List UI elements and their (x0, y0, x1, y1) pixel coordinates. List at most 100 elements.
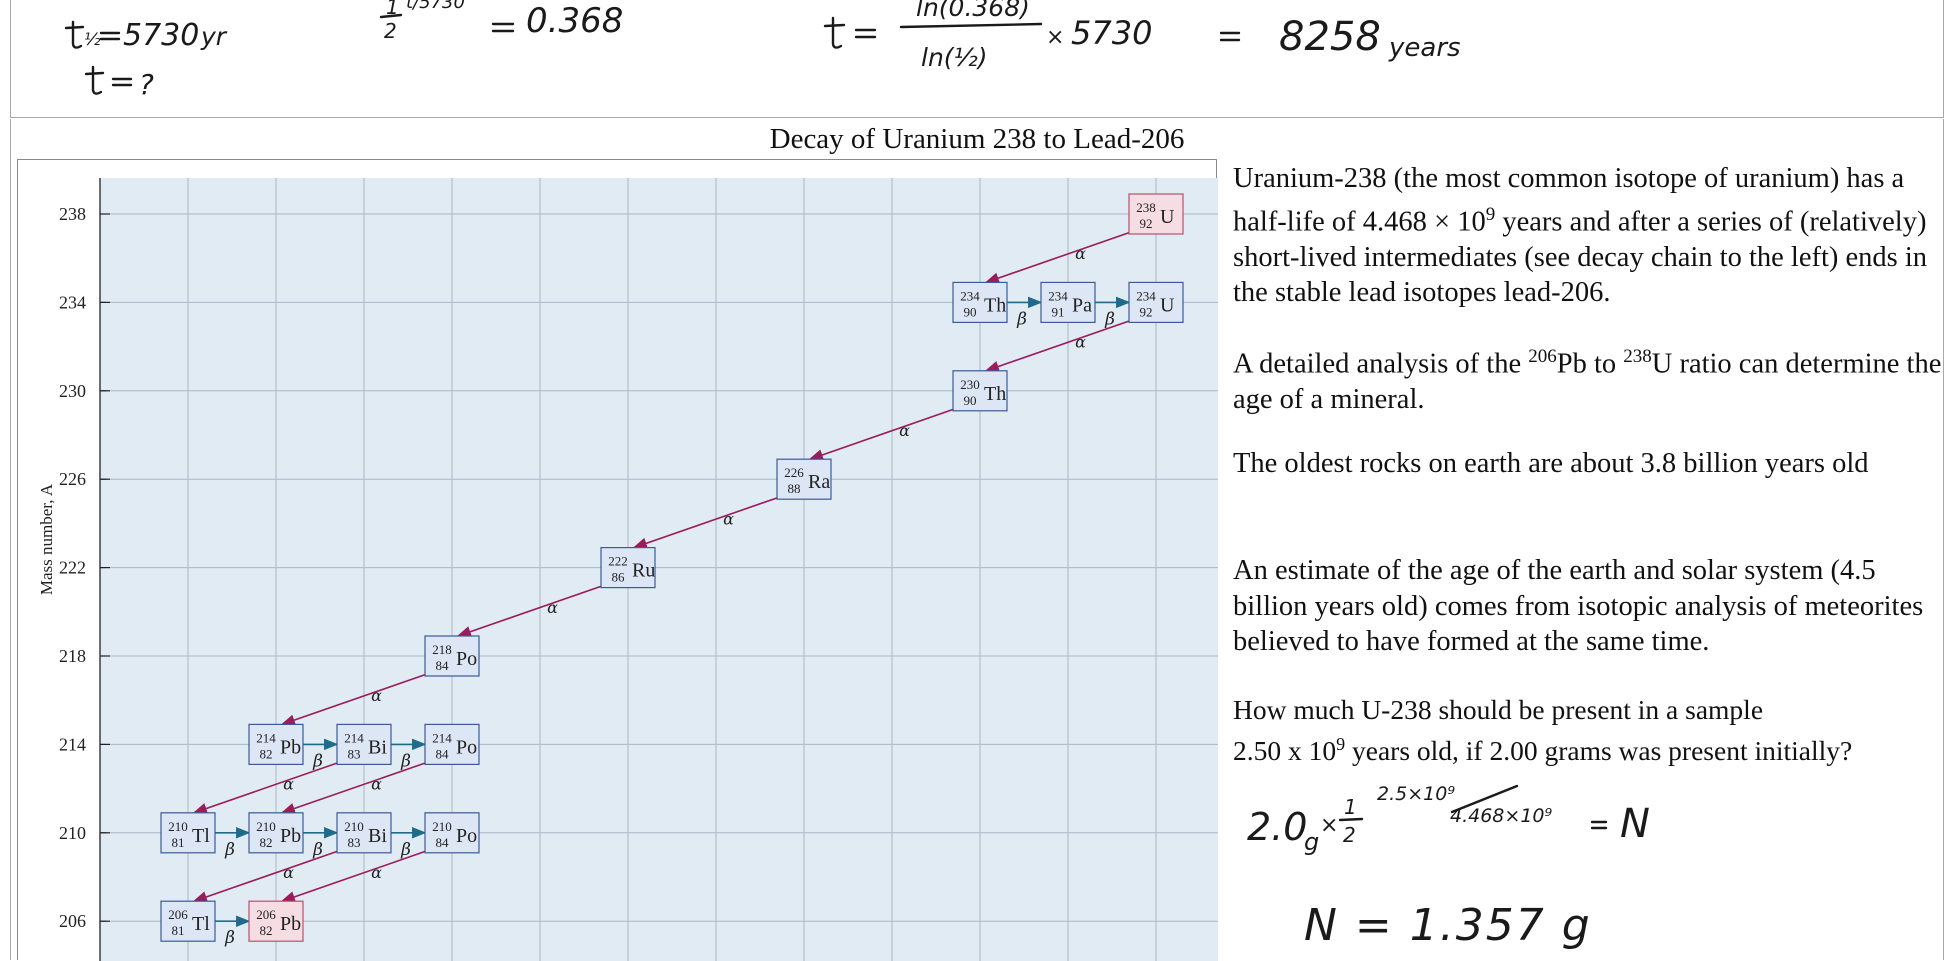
svg-text:5730: 5730 (123, 18, 199, 53)
alpha-decay-arrow (280, 850, 428, 903)
atomic-number: 90 (964, 393, 977, 408)
alpha-label: α (899, 421, 910, 440)
svg-text:2.0: 2.0 (1247, 805, 1307, 849)
alpha-label: α (283, 775, 294, 794)
nuclide-box (1128, 193, 1184, 235)
element-symbol: Th (984, 383, 1006, 405)
svg-text:½: ½ (84, 30, 101, 50)
mass-number: 234 (960, 288, 980, 303)
beta-label: β (312, 840, 323, 860)
beta-label: β (1016, 309, 1027, 329)
svg-text:0.368: 0.368 (526, 1, 623, 41)
decay-chain-chart: 238 234 230 226 222 218 214 210 206 Mass number, … (17, 159, 1218, 961)
mass-number: 210 (256, 819, 276, 834)
y-tick-label: 234 (59, 292, 86, 312)
svg-text:1: 1 (1344, 795, 1357, 819)
atomic-number: 81 (172, 923, 185, 938)
alpha-decay-arrow (632, 496, 780, 549)
alpha-decay-arrow (808, 408, 956, 461)
given-half-life: ½ 5730 yr (64, 18, 228, 53)
mass-number: 210 (432, 819, 452, 834)
svg-text:2: 2 (384, 19, 397, 43)
mass-number: 238 (1136, 200, 1156, 215)
mass-number: 230 (960, 377, 980, 392)
y-tick-label: 218 (59, 646, 86, 666)
nuclide-box (1128, 281, 1184, 324)
alpha-label: α (547, 598, 558, 617)
element-symbol: U (1160, 206, 1175, 228)
y-tick-label: 238 (59, 204, 86, 224)
mass-number: 214 (432, 730, 452, 745)
alpha-label: α (723, 509, 734, 528)
mass-number: 210 (344, 819, 364, 834)
element-symbol: Th (984, 294, 1006, 316)
svg-text:2.5×10⁹: 2.5×10⁹ (1377, 783, 1455, 805)
alpha-decay-arrow (984, 231, 1132, 284)
beta-label: β (312, 751, 323, 771)
atomic-number: 86 (612, 570, 626, 585)
nuclide-box (248, 723, 304, 766)
beta-label: β (224, 840, 235, 860)
alpha-label: α (371, 686, 382, 705)
svg-text:ln(½): ln(½) (921, 43, 988, 72)
alpha-label: α (1075, 333, 1086, 352)
solve-equation: ln(0.368) ln(½) × 5730 8258 years (823, 0, 1461, 72)
mass-number: 218 (432, 642, 452, 657)
element-symbol: Tl (192, 825, 210, 847)
atomic-number: 91 (1052, 304, 1065, 319)
alpha-label: α (1075, 244, 1086, 263)
alpha-decay-arrow (192, 850, 340, 903)
alpha-decay-arrow (280, 761, 428, 814)
svg-text:×: × (1046, 25, 1064, 50)
atomic-number: 83 (348, 835, 361, 850)
handwritten-work-bottom: 2.0 g × 1 2 2.5×10⁹ 4.468×10⁹ N N = 1.35… (1247, 783, 1650, 951)
mass-number: 234 (1136, 288, 1156, 303)
decay-chain-svg: 238 234 230 226 222 218 214 210 206 Mass number, … (37, 178, 1218, 961)
svg-text:?: ? (139, 68, 154, 101)
ratio-equation: 1 2 t/5730 0.368 (379, 0, 623, 43)
element-symbol: Po (456, 736, 477, 758)
question: How much U-238 should be present in a sa… (1233, 694, 1853, 767)
nuclide-box (424, 812, 480, 854)
beta-label: β (224, 928, 235, 948)
svg-text:yr: yr (200, 22, 228, 51)
svg-text:×: × (1320, 813, 1338, 838)
nuclide-box (600, 547, 656, 589)
nuclide-box (424, 723, 480, 766)
nuclide-box (248, 812, 304, 854)
mass-number: 222 (608, 554, 628, 569)
element-symbol: Tl (192, 913, 210, 935)
element-symbol: Ru (632, 560, 655, 582)
nuclide-box (776, 458, 832, 500)
y-tick-label: 230 (59, 381, 86, 401)
given-t: ? (84, 65, 154, 101)
atomic-number: 82 (260, 746, 273, 761)
atomic-number: 92 (1140, 304, 1153, 319)
y-tick-label: 226 (59, 469, 86, 489)
alpha-decay-arrow (280, 673, 428, 726)
atomic-number: 90 (964, 304, 977, 319)
paragraph-half-life: Uranium-238 (the most common isotope of … (1233, 163, 1928, 308)
y-tick-label: 210 (59, 823, 86, 843)
atomic-number: 84 (436, 658, 450, 673)
alpha-decay-arrow (192, 761, 340, 814)
y-tick-label: 214 (59, 734, 86, 754)
svg-text:ln(0.368): ln(0.368) (916, 0, 1030, 22)
handwritten-work-top: ½ 5730 yr ? 1 2 t/5730 0.368 ln(0.368) (10, 0, 1944, 118)
alpha-label: α (371, 863, 382, 882)
paragraph-ratio: A detailed analysis of the 206Pb to 238U… (1233, 346, 1942, 415)
mass-number: 234 (1048, 288, 1068, 303)
element-symbol: Bi (368, 825, 387, 847)
element-symbol: Pb (280, 913, 301, 935)
main-panel: Decay of Uranium 238 to Lead-206 238 234 2… (10, 119, 1944, 961)
atomic-number: 84 (436, 835, 450, 850)
page-title: Decay of Uranium 238 to Lead-206 (769, 123, 1185, 155)
element-symbol: Pb (280, 736, 301, 758)
alpha-label: α (371, 775, 382, 794)
alpha-label: α (283, 863, 294, 882)
svg-text:1: 1 (386, 0, 399, 19)
mass-number: 210 (168, 819, 188, 834)
nuclide-box (160, 812, 216, 854)
mass-number: 214 (344, 730, 364, 745)
paragraph-oldest-rocks: The oldest rocks on earth are about 3.8 … (1233, 448, 1869, 479)
